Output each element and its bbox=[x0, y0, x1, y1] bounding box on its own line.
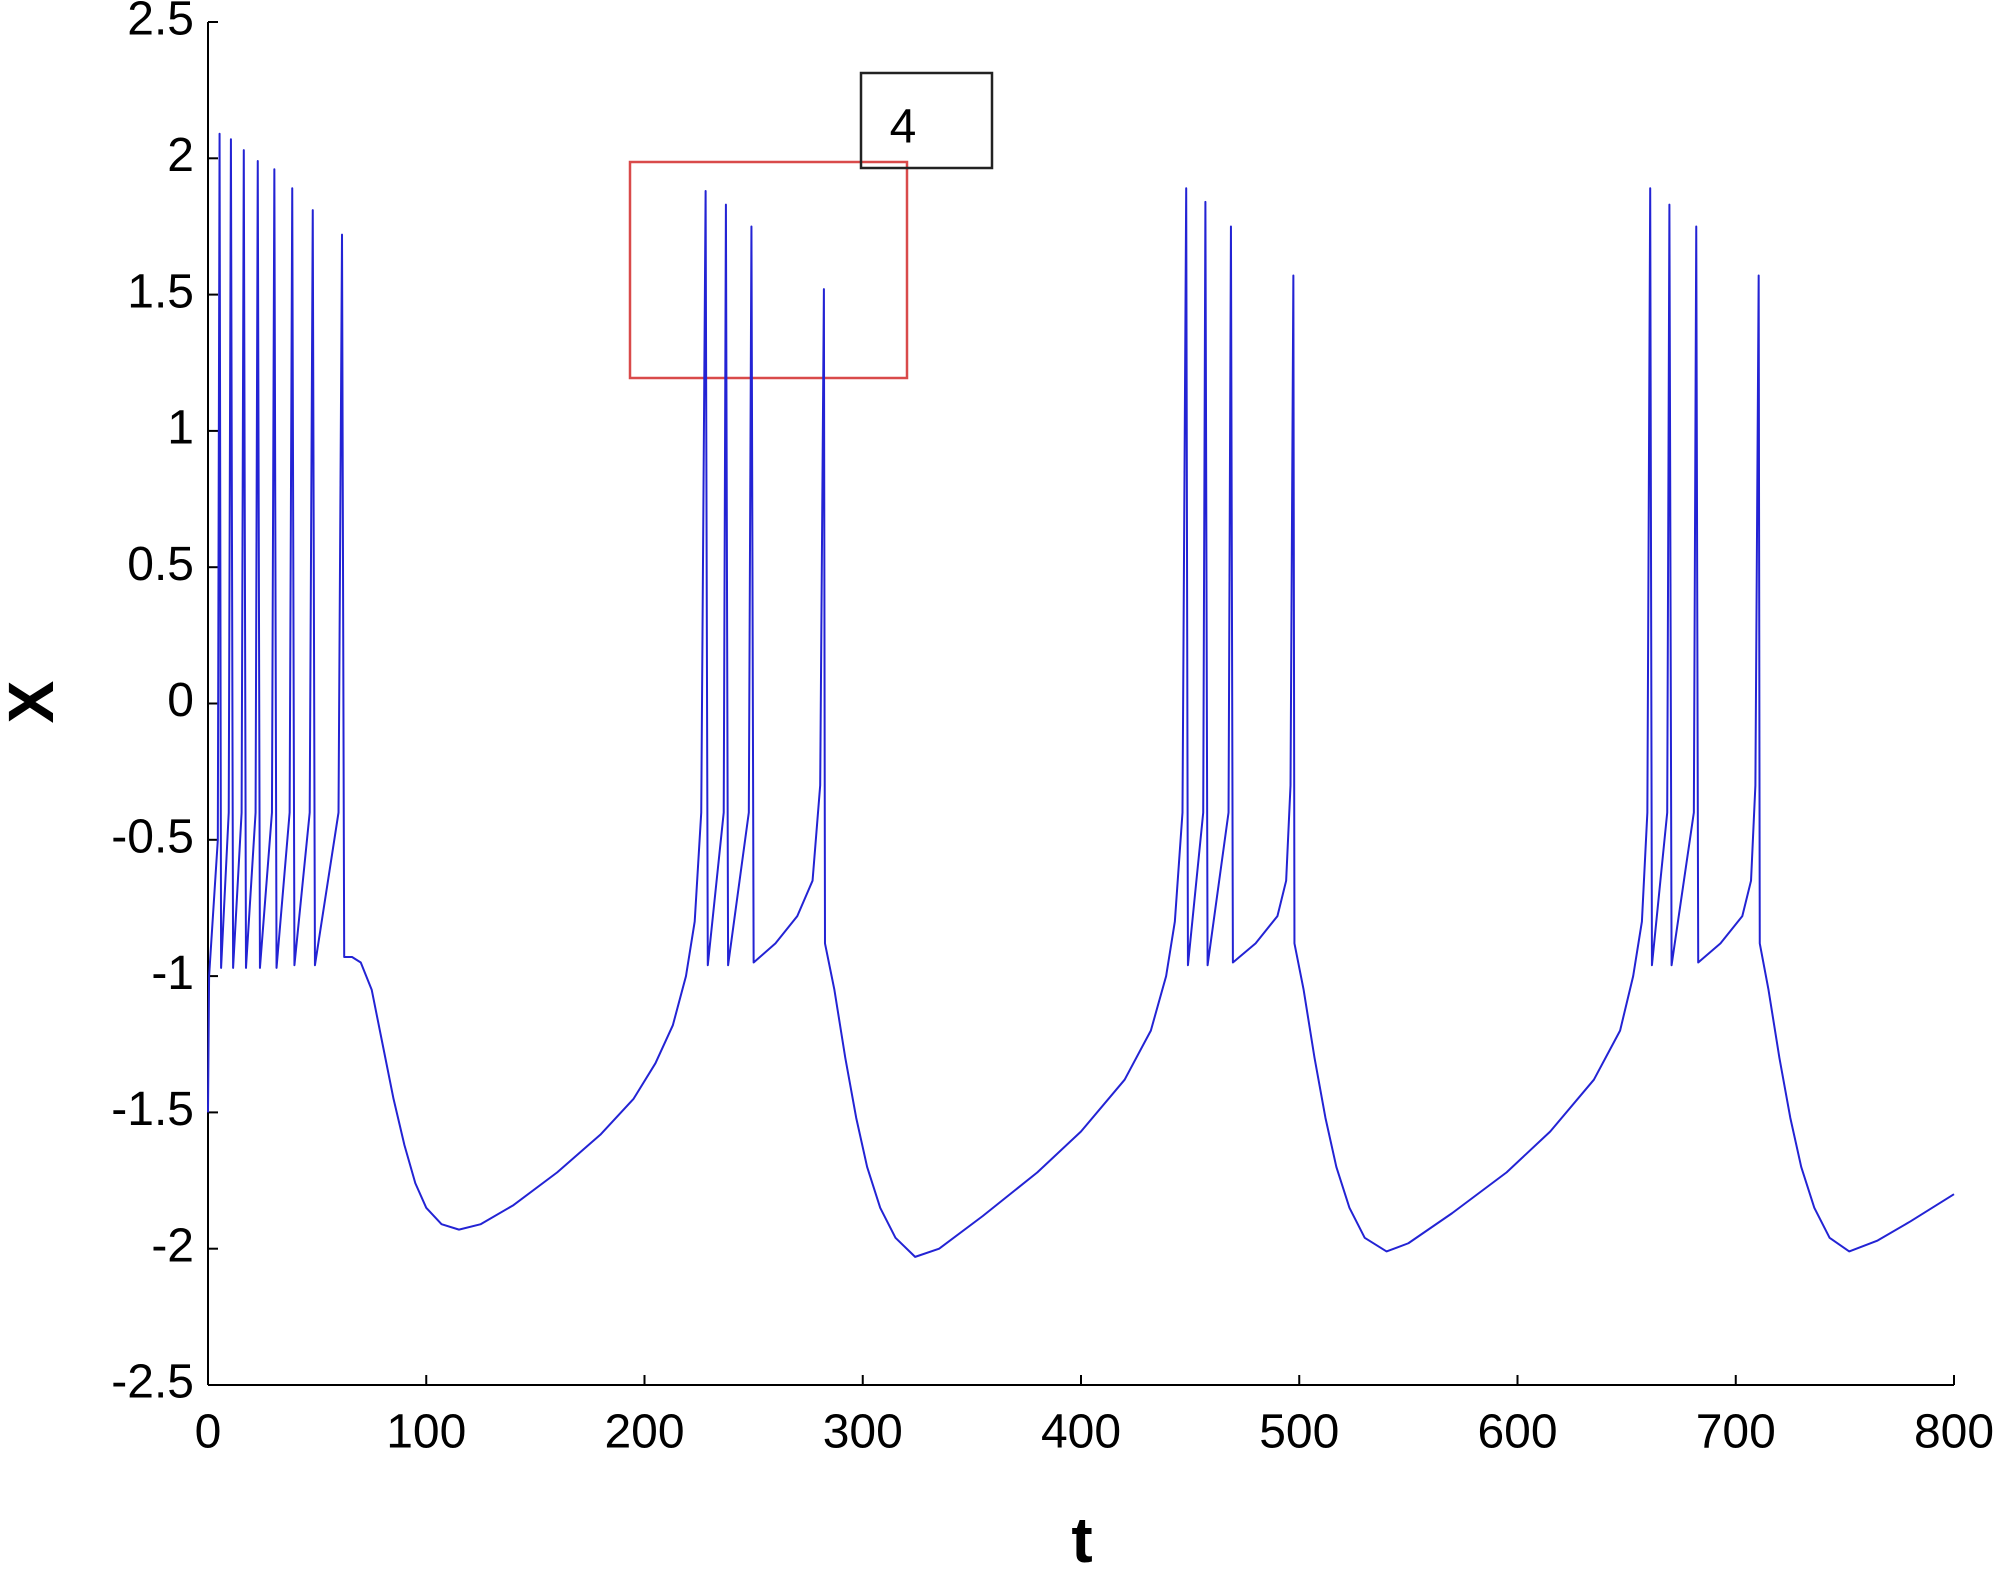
x-tick-label: 200 bbox=[604, 1406, 684, 1459]
y-tick-label: 2 bbox=[167, 129, 194, 182]
x-tick-label: 400 bbox=[1041, 1406, 1121, 1459]
x-axis-label: t bbox=[1071, 1504, 1092, 1570]
x-tick-label: 600 bbox=[1477, 1406, 1557, 1459]
data-line bbox=[207, 132, 1955, 1258]
y-tick-label: -0.5 bbox=[111, 810, 194, 863]
x-tick-label: 100 bbox=[386, 1406, 466, 1459]
y-tick-label: -1.5 bbox=[111, 1083, 194, 1136]
annotation: 4 bbox=[890, 101, 917, 154]
y-tick-label: 1 bbox=[167, 402, 194, 455]
y-tick-label: -2.5 bbox=[111, 1356, 194, 1409]
highlight-box bbox=[628, 160, 909, 380]
y-tick-label: -1 bbox=[151, 947, 194, 1000]
x-tick-label: 800 bbox=[1914, 1406, 1994, 1459]
y-tick-label: -2 bbox=[151, 1219, 194, 1272]
y-tick-label: 1.5 bbox=[127, 265, 194, 318]
x-tick-label: 500 bbox=[1259, 1406, 1339, 1459]
x-tick-label: 700 bbox=[1696, 1406, 1776, 1459]
y-tick-label: 0 bbox=[167, 674, 194, 727]
y-tick-label: 2.5 bbox=[127, 0, 194, 46]
x-tick-label: 0 bbox=[195, 1406, 222, 1459]
x-tick-label: 300 bbox=[823, 1406, 903, 1459]
annotation-box bbox=[859, 71, 994, 170]
y-axis-label: X bbox=[0, 680, 67, 723]
y-tick-label: 0.5 bbox=[127, 538, 194, 591]
